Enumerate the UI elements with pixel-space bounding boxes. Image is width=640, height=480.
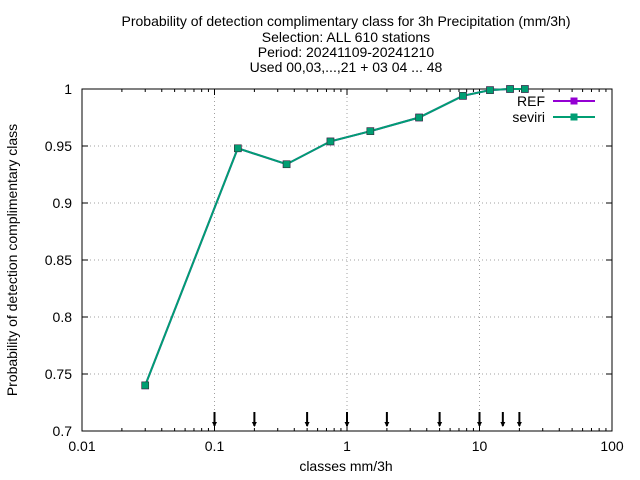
threshold-marker-head xyxy=(304,422,310,427)
x-tick-label: 10 xyxy=(472,438,488,454)
title-line-3: Period: 20241109-20241210 xyxy=(258,44,435,60)
y-tick-label: 0.8 xyxy=(53,309,73,325)
x-axis-label: classes mm/3h xyxy=(299,458,392,474)
data-point xyxy=(459,92,467,100)
data-point xyxy=(282,160,291,169)
y-tick-label: 0.85 xyxy=(45,252,72,268)
x-tick-label: 1 xyxy=(343,438,351,454)
tick-labels: 0.7 0.75 0.8 0.85 0.9 0.95 1 0.01 0.1 1 10 100 xyxy=(45,81,624,454)
threshold-marker-head xyxy=(384,422,390,427)
data-point xyxy=(234,144,242,153)
legend-label: REF xyxy=(517,93,545,109)
series-line xyxy=(144,88,525,386)
plot-frame xyxy=(81,88,613,432)
series-seviri xyxy=(141,85,529,390)
x-tick-label: 100 xyxy=(600,438,624,454)
threshold-markers xyxy=(212,412,522,427)
data-point xyxy=(141,381,150,390)
data-point xyxy=(415,113,423,122)
y-axis-label: Probability of detection complimentary c… xyxy=(4,124,20,396)
y-tick-label: 0.75 xyxy=(45,366,72,382)
title-line-2: Selection: ALL 610 stations xyxy=(262,29,430,45)
threshold-marker-head xyxy=(516,422,522,427)
data-point xyxy=(366,127,375,135)
title-line-1: Probability of detection complimentary c… xyxy=(122,13,571,29)
grid xyxy=(82,89,612,431)
y-tick-label: 0.9 xyxy=(53,195,73,211)
title-line-4: Used 00,03,...,21 + 03 04 ... 48 xyxy=(250,59,443,75)
x-tick-label: 0.01 xyxy=(68,438,95,454)
legend-swatch-marker xyxy=(570,97,578,105)
y-tick-label: 1 xyxy=(64,81,72,97)
axes xyxy=(81,88,613,432)
series-REF xyxy=(141,85,529,390)
y-tick-label: 0.95 xyxy=(45,138,72,154)
data-point xyxy=(521,85,529,93)
threshold-marker-head xyxy=(251,422,257,427)
legend-label: seviri xyxy=(512,109,545,125)
chart-title: Probability of detection complimentary c… xyxy=(122,13,571,75)
legend-swatch-marker xyxy=(570,113,578,121)
threshold-marker-head xyxy=(437,422,443,427)
threshold-marker-head xyxy=(477,422,482,427)
data-point xyxy=(506,85,514,93)
threshold-marker-head xyxy=(344,422,350,427)
data-point xyxy=(486,86,494,94)
x-tick-label: 0.1 xyxy=(205,438,225,454)
data-point xyxy=(326,137,335,146)
series-group xyxy=(141,85,529,390)
y-tick-label: 0.7 xyxy=(53,423,73,439)
threshold-marker-head xyxy=(212,422,217,427)
threshold-marker-head xyxy=(500,422,506,427)
